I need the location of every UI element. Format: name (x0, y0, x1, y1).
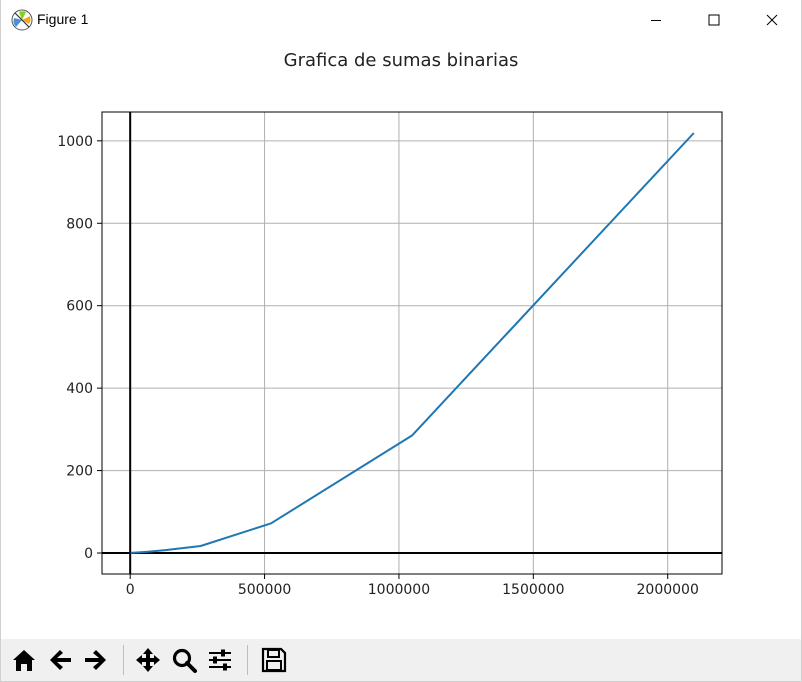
home-button[interactable] (7, 643, 41, 677)
x-tick-label: 0 (126, 582, 135, 598)
pan-button[interactable] (131, 643, 165, 677)
axes-frame (101, 111, 723, 575)
series-layer (130, 132, 695, 554)
x-tick-label: 1000000 (368, 582, 430, 598)
back-button[interactable] (43, 643, 77, 677)
window-title: Figure 1 (37, 11, 89, 27)
move-icon (136, 648, 160, 672)
x-axis: 0 500000 1000000 1500000 2000000 (126, 574, 699, 598)
close-icon (766, 14, 778, 26)
series-line (130, 132, 695, 554)
x-tick-label: 2000000 (637, 582, 699, 598)
y-tick-label: 400 (66, 381, 93, 397)
matplotlib-icon (11, 9, 33, 31)
x-tick-label: 1500000 (502, 582, 564, 598)
close-button[interactable] (743, 0, 801, 40)
y-tick-label: 1000 (57, 134, 93, 150)
y-axis: 0 200 400 600 800 1000 (57, 134, 102, 562)
title-bar[interactable]: Figure 1 (1, 0, 801, 40)
y-tick-label: 200 (66, 464, 93, 480)
x-tick-label: 500000 (238, 582, 291, 598)
y-tick-label: 0 (84, 546, 93, 562)
chart-title: Grafica de sumas binarias (284, 50, 519, 71)
figure-canvas[interactable]: Grafica de sumas binarias 0 500000 1000000… (1, 40, 801, 638)
minimize-icon (651, 20, 661, 21)
magnifier-icon (172, 648, 197, 673)
grid (102, 112, 722, 574)
save-button[interactable] (257, 643, 291, 677)
y-tick-label: 600 (66, 299, 93, 315)
y-tick-label: 800 (66, 216, 93, 232)
minimize-button[interactable] (627, 0, 685, 40)
arrow-left-icon (50, 650, 71, 670)
toolbar-separator (247, 645, 248, 675)
maximize-button[interactable] (685, 0, 743, 40)
line-chart: Grafica de sumas binarias 0 500000 1000000… (57, 50, 723, 598)
configure-subplots-button[interactable] (203, 643, 237, 677)
reference-lines (102, 112, 722, 574)
arrow-right-icon (85, 650, 106, 670)
forward-button[interactable] (79, 643, 113, 677)
zoom-button[interactable] (167, 643, 201, 677)
toolbar-separator (123, 645, 124, 675)
floppy-disk-icon (261, 647, 287, 673)
navigation-toolbar (1, 639, 801, 681)
maximize-icon (708, 14, 720, 26)
sliders-icon (209, 649, 231, 671)
home-icon (13, 650, 35, 671)
